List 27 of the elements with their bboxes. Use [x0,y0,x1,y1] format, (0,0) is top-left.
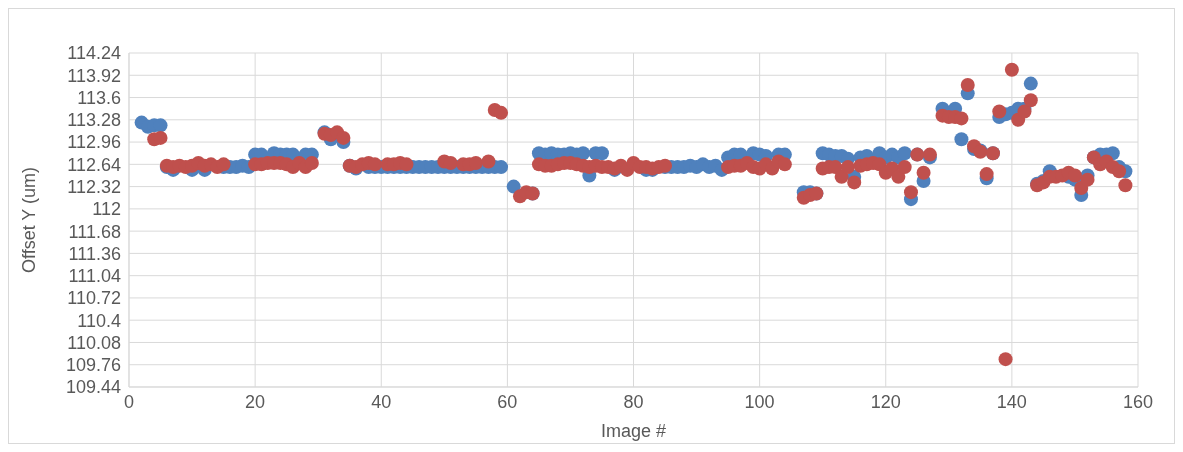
x-tick-label: 140 [996,391,1027,412]
y-tick-label: 114.24 [67,43,121,64]
x-tick-label: 120 [870,391,901,412]
y-tick-label: 112.32 [67,176,121,197]
y-tick-label: 110.4 [77,310,121,331]
y-tick-label: 112.64 [67,154,121,175]
y-tick-label: 113.92 [67,65,121,86]
y-axis-title: Offset Y (um) [19,166,40,274]
x-tick-label: 160 [1122,391,1154,412]
y-tick-label: 112 [92,199,121,220]
y-tick-label: 112.96 [67,132,121,153]
x-tick-label: 80 [623,391,644,412]
x-tick-label: 0 [123,391,135,412]
y-tick-label: 111.68 [68,221,121,242]
y-tick-label: 109.44 [65,377,121,398]
x-tick-label: 60 [497,391,518,412]
y-tick-label: 111.04 [68,266,121,287]
x-tick-label: 40 [371,391,392,412]
x-axis-title: Image # [600,421,667,441]
y-tick-label: 113.28 [67,110,121,131]
y-tick-label: 110.08 [67,332,121,353]
x-tick-label: 20 [245,391,266,412]
y-tick-label: 109.76 [65,355,121,376]
x-tick-label: 100 [744,391,775,412]
y-tick-label: 111.36 [68,243,121,264]
y-tick-label: 110.72 [67,288,121,309]
y-tick-label: 113.6 [77,87,121,108]
